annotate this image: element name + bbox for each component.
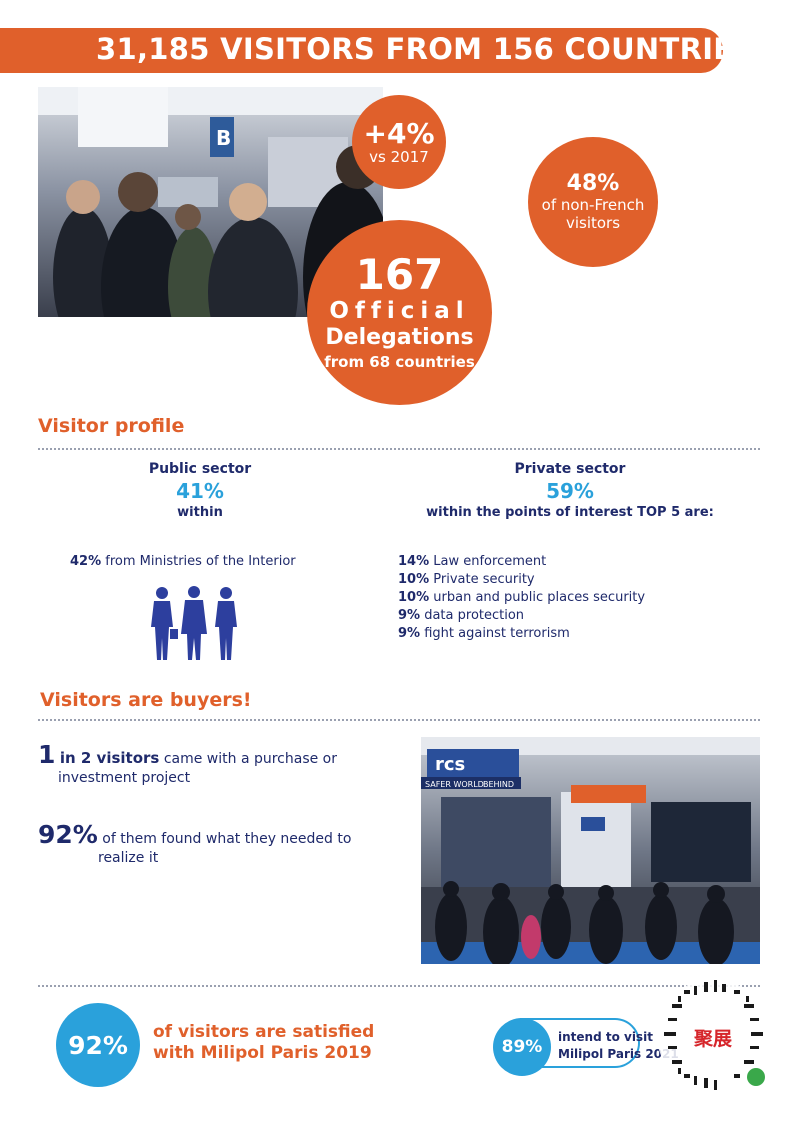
public-sector-sub: within [177,505,223,520]
divider [38,719,760,721]
booth-sign-safer: SAFER WORLD [425,780,484,789]
divider [38,448,760,450]
non-french-value: 48% [566,171,620,196]
growth-label: vs 2017 [369,148,429,166]
qr-code[interactable]: 聚展 [654,976,772,1094]
satisfaction-text: of visitors are satisfied with Milipol P… [153,1022,374,1064]
buyers-stat-1-strong: in 2 visitors [59,749,160,767]
buyers-stat-1: 1 in 2 visitors came with a purchase or [38,740,337,769]
title-banner: 31,185 VISITORS FROM 156 COUNTRIES [0,28,754,73]
buyers-stat-1-line-2: investment project [58,770,191,786]
non-french-label-2: visitors [565,214,621,232]
list-item: 10% Private security [398,572,535,587]
buyers-stat-1-value: 1 [38,740,56,769]
private-sector-sub: within the points of interest TOP 5 are: [426,505,714,520]
growth-circle: +4% vs 2017 [352,95,446,189]
public-sector-block: Public sector 41% within [100,460,300,522]
delegations-circle: 167 Official Delegations from 68 countri… [307,220,492,405]
page-title: 31,185 VISITORS FROM 156 COUNTRIES [96,32,755,66]
intent-text: intend to visit Milipol Paris 2021 [558,1029,679,1063]
satisfaction-line-1: of visitors are satisfied [153,1022,375,1042]
qr-stamp-text: 聚展 [693,1028,732,1050]
private-sector-block: Private sector 59% within the points of … [420,460,720,522]
non-french-label-1: of non-French [541,196,645,214]
booth-photo: rcs SAFER WORLD BEHIND [421,737,760,964]
buyers-stat-1-line-1: came with a purchase or [163,751,338,767]
satisfaction-line-2: with Milipol Paris 2019 [153,1043,372,1063]
private-interest-list: 14% Law enforcement 10% Private security… [398,553,645,643]
delegations-value: 167 [355,249,444,299]
intent-pill [520,1018,640,1068]
intent-line-2: Milipol Paris 2021 [558,1047,679,1061]
list-item: 10% urban and public places security [398,590,646,605]
booth-sign-behind: BEHIND [483,780,514,789]
ministries-stat: 42% from Ministries of the Interior [70,554,296,569]
business-people-icon [148,585,240,660]
delegations-line-2: Delegations [325,324,474,350]
delegations-line-3: from 68 countries [324,352,475,371]
private-sector-heading: Private sector [514,461,626,477]
divider [38,985,760,987]
public-sector-percent: 41% [176,479,224,503]
list-item: 14% Law enforcement [398,554,547,569]
visitor-profile-title: Visitor profile [38,415,185,437]
hall-sign-b: B [216,126,231,150]
satisfaction-circle: 92% [56,1003,140,1087]
list-item: 9% data protection [398,608,525,623]
buyers-stat-2-line-1: of them found what they needed to [102,831,352,847]
satisfaction-value: 92% [68,1030,128,1060]
private-sector-percent: 59% [546,479,594,503]
crowd-photo: B [38,87,383,317]
non-french-circle: 48% of non-French visitors [528,137,658,267]
buyers-title: Visitors are buyers! [40,689,252,711]
list-item: 9% fight against terrorism [398,626,570,641]
intent-line-1: intend to visit [558,1030,653,1044]
ministries-value: 42% [70,554,102,569]
public-sector-heading: Public sector [148,461,252,477]
buyers-stat-2-line-2: realize it [98,850,159,866]
delegations-line-1: Official [329,297,470,324]
buyers-stat-2: 92% of them found what they needed to [38,820,351,849]
booth-sign-rcs: rcs [435,754,465,775]
intent-value: 89% [501,1037,543,1057]
growth-value: +4% [363,117,435,150]
buyers-stat-2-value: 92% [38,820,98,849]
intent-circle: 89% [493,1018,551,1076]
ministries-text: from Ministries of the Interior [105,554,296,569]
